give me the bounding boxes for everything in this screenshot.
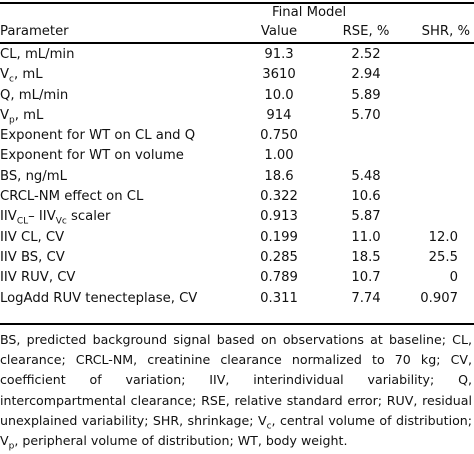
param-rse: 11.0 bbox=[351, 229, 381, 245]
table-footnote: BS, predicted background signal based on… bbox=[0, 332, 472, 452]
param-value: 0.913 bbox=[260, 209, 298, 225]
param-shr bbox=[402, 146, 474, 166]
column-header-shr: SHR, % bbox=[421, 24, 470, 39]
param-shr: 0.907 bbox=[420, 290, 458, 306]
param-rse bbox=[324, 146, 402, 166]
param-rse: 10.6 bbox=[351, 189, 381, 205]
param-name: IIV RUV, CV bbox=[0, 270, 76, 286]
param-value: 914 bbox=[266, 107, 292, 123]
column-header-row: Parameter Value RSE, % SHR, % bbox=[0, 22, 474, 42]
table-row: IIV CL, CV 0.199 11.0 12.0 bbox=[0, 228, 474, 248]
param-name: LogAdd RUV tenecteplase, CV bbox=[0, 290, 198, 306]
param-rse: 2.94 bbox=[351, 67, 381, 83]
param-value: 10.0 bbox=[264, 87, 294, 103]
param-shr bbox=[402, 207, 474, 227]
param-value: 3610 bbox=[262, 67, 296, 83]
param-shr bbox=[402, 187, 474, 207]
param-value: 91.3 bbox=[264, 47, 294, 62]
param-name: CRCL-NM effect on CL bbox=[0, 189, 144, 205]
param-name: Exponent for WT on CL and Q bbox=[0, 128, 196, 144]
table-row: IIV RUV, CV 0.789 10.7 0 bbox=[0, 268, 474, 288]
table-row: Exponent for WT on volume 1.00 bbox=[0, 146, 474, 166]
param-shr bbox=[402, 106, 474, 126]
param-rse: 2.52 bbox=[351, 47, 381, 62]
param-name: CL, mL/min bbox=[0, 47, 75, 62]
param-shr bbox=[402, 126, 474, 146]
column-header-value: Value bbox=[260, 24, 298, 39]
param-shr bbox=[402, 65, 474, 85]
param-name: Vc, mL bbox=[0, 67, 43, 85]
param-value: 0.199 bbox=[260, 229, 298, 245]
table-bottom-rule bbox=[0, 323, 474, 325]
param-rse: 7.74 bbox=[351, 290, 381, 306]
param-shr: 25.5 bbox=[428, 249, 458, 265]
parameter-estimates-table: Final Model Parameter Value RSE, % SHR, … bbox=[0, 0, 474, 309]
table-row: BS, ng/mL 18.6 5.48 bbox=[0, 167, 474, 187]
table-row: Q, mL/min 10.0 5.89 bbox=[0, 86, 474, 106]
param-name: Q, mL/min bbox=[0, 87, 69, 103]
table-row: IIV BS, CV 0.285 18.5 25.5 bbox=[0, 248, 474, 268]
param-rse: 10.7 bbox=[351, 270, 381, 286]
param-value: 0.322 bbox=[260, 189, 298, 205]
param-name: IIV CL, CV bbox=[0, 229, 65, 245]
table-row: Exponent for WT on CL and Q 0.750 bbox=[0, 126, 474, 146]
param-shr bbox=[402, 167, 474, 187]
param-rse: 18.5 bbox=[351, 249, 381, 265]
param-shr: 12.0 bbox=[428, 229, 458, 245]
table-row: IIVCL– IIVVc scaler 0.913 5.87 bbox=[0, 207, 474, 227]
param-value: 0.311 bbox=[260, 290, 298, 306]
param-name: BS, ng/mL bbox=[0, 168, 67, 184]
param-value: 0.285 bbox=[260, 249, 298, 265]
param-value: 18.6 bbox=[264, 168, 294, 184]
table-top-rule bbox=[0, 2, 474, 4]
param-name: IIV BS, CV bbox=[0, 249, 65, 265]
table-row: CL, mL/min 91.3 2.52 bbox=[0, 45, 474, 65]
group-header-final-model: Final Model bbox=[272, 5, 347, 20]
table-row: CRCL-NM effect on CL 0.322 10.6 bbox=[0, 187, 474, 207]
table-row: Vc, mL 3610 2.94 bbox=[0, 65, 474, 85]
group-header-row: Final Model bbox=[0, 0, 474, 22]
param-name: IIVCL– IIVVc scaler bbox=[0, 209, 111, 228]
param-name: Vp, mL bbox=[0, 107, 44, 126]
param-shr: 0 bbox=[449, 270, 458, 286]
param-name: Exponent for WT on volume bbox=[0, 148, 184, 164]
column-header-rse: RSE, % bbox=[342, 24, 390, 39]
param-shr bbox=[402, 86, 474, 106]
param-rse: 5.70 bbox=[351, 107, 381, 123]
param-rse: 5.48 bbox=[351, 168, 381, 184]
param-shr bbox=[402, 45, 474, 65]
table-row: Vp, mL 914 5.70 bbox=[0, 106, 474, 126]
header-divider-rule bbox=[0, 42, 474, 44]
param-rse bbox=[324, 126, 402, 146]
param-value: 1.00 bbox=[264, 148, 294, 164]
table-row: LogAdd RUV tenecteplase, CV 0.311 7.74 0… bbox=[0, 289, 474, 309]
column-header-parameter: Parameter bbox=[0, 24, 69, 39]
param-rse: 5.87 bbox=[351, 209, 381, 225]
param-value: 0.789 bbox=[260, 270, 298, 286]
param-rse: 5.89 bbox=[351, 87, 381, 103]
param-value: 0.750 bbox=[260, 128, 298, 144]
